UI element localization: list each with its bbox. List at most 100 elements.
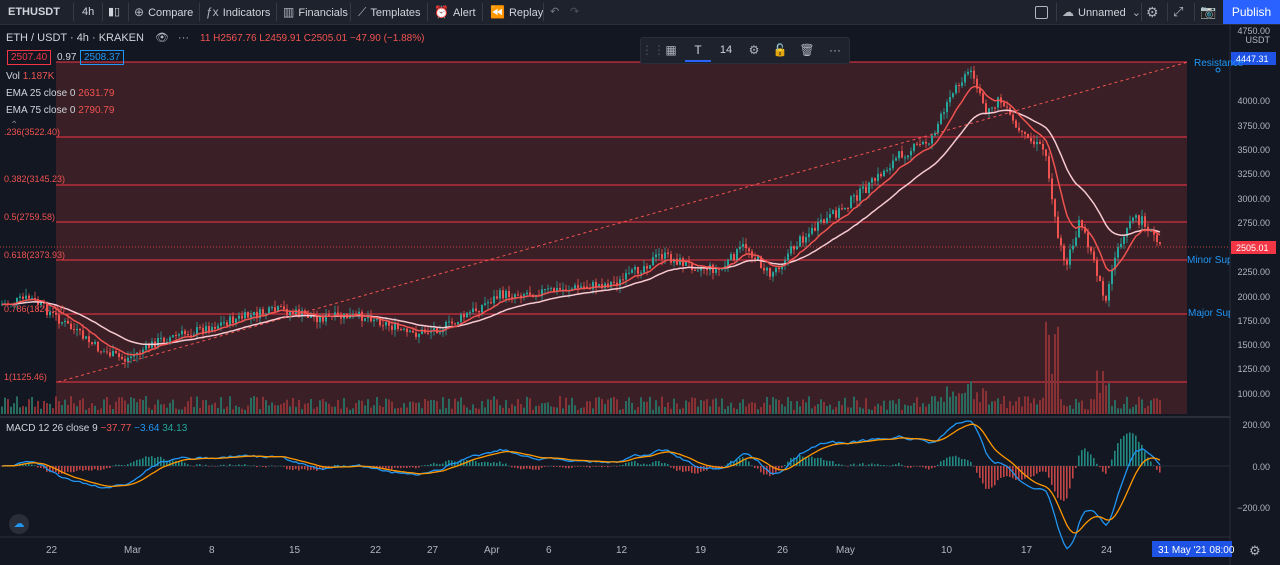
fib-label[interactable]: 0.5(2759.58) — [4, 212, 56, 222]
templates-icon: ⟋ — [358, 5, 367, 19]
fib-label[interactable]: .236(3522.40) — [4, 127, 61, 137]
time-axis-label: 15 — [289, 545, 301, 556]
layout-name-dropdown[interactable]: ☁ Unnamed ⌄ — [1062, 0, 1141, 24]
macd-value: −37.77 — [100, 423, 132, 434]
resistance-label[interactable]: Resistance — [1194, 58, 1244, 69]
divider — [73, 3, 74, 21]
settings-gear-icon[interactable]: ⚙ — [1146, 4, 1159, 20]
time-axis-label: 27 — [427, 545, 439, 556]
macd-legend[interactable]: MACD 12 26 close 9 −37.77 −3.64 34.13 — [6, 423, 187, 434]
fib-label[interactable]: 0.382(3145.23) — [4, 174, 66, 184]
time-axis-label: 6 — [546, 545, 552, 556]
font-size-button[interactable]: 14 — [719, 44, 733, 56]
bar-chart-icon: ▥ — [283, 5, 295, 19]
bid-price-box[interactable]: 2507.40 — [7, 50, 52, 65]
layout-square-icon[interactable] — [1035, 0, 1048, 24]
tradingview-logo-icon[interactable]: ☁ — [9, 514, 29, 534]
drag-handle-icon[interactable]: ⋮⋮ — [641, 43, 665, 57]
layout-name-label: Unnamed — [1078, 7, 1126, 19]
ema-75-line — [2, 109, 1161, 346]
macd-axis-label: 200.00 — [1242, 420, 1270, 430]
trash-icon[interactable]: 🗑 — [799, 43, 815, 57]
ema25-legend[interactable]: EMA 25 close 0 2631.79 — [6, 88, 114, 99]
collapse-legend-icon[interactable]: ⌃ — [10, 120, 19, 131]
fx-icon: ƒx — [206, 5, 219, 19]
camera-icon[interactable]: 📷 — [1200, 4, 1217, 19]
ask-price-box[interactable]: 2508.37 — [80, 50, 125, 65]
minor-support-label[interactable]: Minor Support — [1187, 255, 1230, 266]
eye-icon[interactable]: 👁 — [155, 32, 169, 44]
ema-25-line — [1, 85, 1161, 356]
macd-axis-label: −200.00 — [1237, 503, 1270, 513]
fib-label[interactable]: 0.618(2373.93) — [4, 250, 66, 260]
fib-retracement-zone[interactable] — [56, 62, 1187, 414]
time-axis-label: Apr — [484, 545, 500, 556]
macd-signal-line — [1, 423, 1161, 534]
trend-line-dashed[interactable] — [57, 61, 1189, 383]
ohlc-values: 11 H2567.76 L2459.91 C2505.01 −47.90 (−1… — [200, 33, 425, 44]
undo-icon[interactable]: ↶ — [550, 6, 560, 18]
major-support-label[interactable]: Major Support — [1188, 308, 1230, 319]
time-axis-label: 17 — [1021, 545, 1033, 556]
resistance-anchor[interactable] — [1215, 67, 1221, 73]
macd-axis-label: 0.00 — [1252, 462, 1270, 472]
ema25-value: 2631.79 — [78, 88, 115, 99]
price-axis-label: 4000.00 — [1237, 96, 1270, 106]
macd-signal-value: −3.64 — [134, 423, 160, 434]
price-axis-label: 2250.00 — [1237, 267, 1270, 277]
time-current-tag — [1152, 541, 1232, 557]
alarm-clock-icon: ⏰ — [434, 5, 449, 19]
templates-button[interactable]: ⟋ Templates — [358, 0, 421, 24]
text-color-icon[interactable]: T — [685, 38, 711, 62]
publish-button[interactable]: Publish — [1223, 0, 1280, 24]
divider — [102, 3, 103, 21]
time-axis-label: 10 — [941, 545, 953, 556]
price-axis-label: 3000.00 — [1237, 194, 1270, 204]
time-axis-label: Mar — [124, 545, 142, 556]
templates-label: Templates — [370, 7, 421, 19]
replay-label: Replay — [508, 7, 544, 19]
price-axis-top: 4750.00 — [1237, 26, 1270, 36]
drawing-toolbar: ⋮⋮ ▦ T 14 ⚙ 🔓 🗑 ··· — [640, 37, 850, 64]
interval-button[interactable]: 4h — [82, 6, 95, 18]
fib-label[interactable]: 1(1125.46) — [4, 372, 47, 382]
compare-label: Compare — [148, 7, 194, 19]
divider — [128, 3, 129, 21]
alert-button[interactable]: ⏰ Alert — [434, 0, 476, 24]
ema25-label: EMA 25 close 0 — [6, 88, 76, 99]
price-axis-label: 2750.00 — [1237, 218, 1270, 228]
indicators-label: Indicators — [222, 7, 271, 19]
symbol-search[interactable]: ETHUSDT — [8, 6, 60, 18]
compare-button[interactable]: ⊕ Compare — [134, 0, 193, 24]
templates-grid-icon[interactable]: ▦ — [665, 43, 677, 57]
ema75-legend[interactable]: EMA 75 close 0 2790.79 — [6, 105, 114, 116]
chevron-down-icon: ⌄ — [1131, 7, 1141, 19]
replay-button[interactable]: ⏪ Replay — [490, 0, 543, 24]
marker-price-tag — [1231, 52, 1276, 65]
fib-label[interactable]: 0.786(1824.69) — [4, 304, 66, 314]
divider — [427, 3, 428, 21]
time-axis-label: 12 — [616, 545, 628, 556]
volume-bars — [1, 321, 1161, 414]
current-price-tag — [1231, 241, 1276, 254]
vol-label: Vol — [6, 71, 20, 82]
candle-type-icon[interactable]: ▮▯ — [108, 6, 121, 18]
vol-value: 1.187K — [22, 71, 55, 82]
spread-value: 0.97 — [57, 52, 77, 63]
more-icon[interactable]: ··· — [178, 32, 190, 44]
time-axis-label: 22 — [370, 545, 382, 556]
volume-legend[interactable]: Vol 1.187K — [6, 71, 54, 82]
chart-legend-title[interactable]: ETH / USDT · 4h · KRAKEN 👁 ··· — [6, 31, 189, 44]
financials-button[interactable]: ▥ Financials — [283, 0, 348, 24]
lock-icon[interactable]: 🔓 — [772, 43, 788, 57]
more-icon[interactable]: ··· — [829, 43, 841, 57]
price-axis-label: 3500.00 — [1237, 145, 1270, 155]
divider — [1141, 3, 1142, 21]
redo-icon[interactable]: ↷ — [570, 6, 580, 18]
indicators-button[interactable]: ƒx Indicators — [206, 0, 270, 24]
settings-gear-icon[interactable]: ⚙ — [748, 43, 760, 57]
time-axis-label: May — [836, 545, 855, 556]
fullscreen-icon[interactable]: ⤢ — [1173, 4, 1184, 19]
time-axis-settings-icon[interactable]: ⚙ — [1249, 543, 1261, 558]
